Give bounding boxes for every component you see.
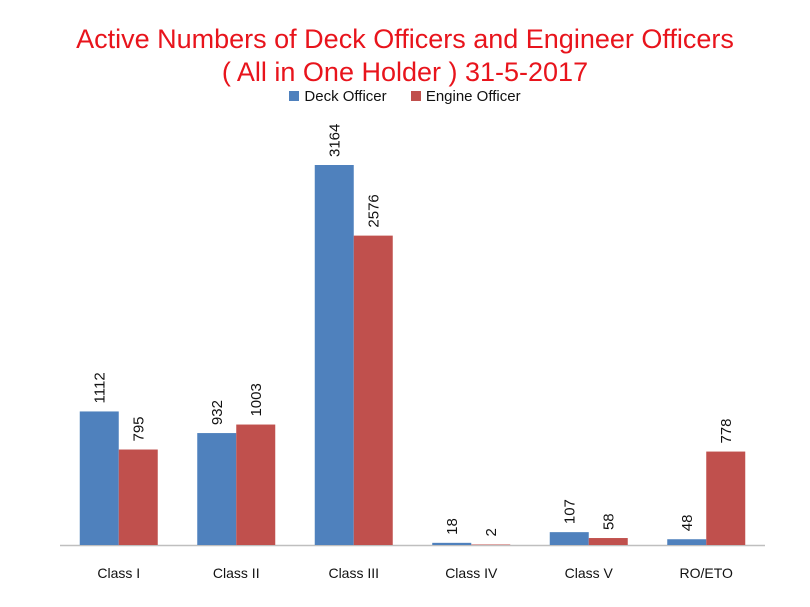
data-label: 1112 [91,372,108,403]
bar-deck [197,433,237,545]
bar-deck [667,539,707,545]
category-label: Class II [213,565,260,581]
category-label: Class I [97,565,140,581]
legend-swatch-deck [289,91,300,101]
data-label: 1003 [248,383,265,416]
data-label: 107 [561,499,578,524]
bar-engine [353,235,393,545]
bar-deck [79,411,119,545]
category-label: RO/ETO [680,565,734,581]
data-label: 2 [483,528,500,536]
data-label: 18 [444,518,461,535]
bar-engine [118,449,158,545]
data-label: 932 [209,400,226,425]
legend-swatch-engine [410,91,421,101]
bar-deck [432,542,472,545]
category-label: Class V [565,565,614,581]
legend-item-engine: Engine Officer [410,88,521,105]
legend-label-engine: Engine Officer [425,88,521,105]
data-label: 58 [600,513,617,530]
legend: Deck Officer Engine Officer [0,88,810,105]
data-label: 2576 [365,194,382,227]
data-label: 795 [130,416,147,441]
bar-deck [549,532,589,545]
data-label: 3164 [326,124,343,157]
chart-title: Active Numbers of Deck Officers and Engi… [76,24,734,54]
category-label: Class III [328,565,379,581]
data-label: 48 [679,515,696,532]
bar-deck [314,165,354,545]
category-label: Class IV [445,565,498,581]
bar-engine [706,451,746,545]
data-label: 778 [718,419,735,444]
legend-label-deck: Deck Officer [304,88,387,105]
bar-engine [471,544,511,545]
bar-engine [588,538,628,545]
legend-item-deck: Deck Officer [289,88,387,105]
chart-subtitle: ( All in One Holder ) 31-5-2017 [221,57,589,87]
bar-engine [236,424,276,545]
